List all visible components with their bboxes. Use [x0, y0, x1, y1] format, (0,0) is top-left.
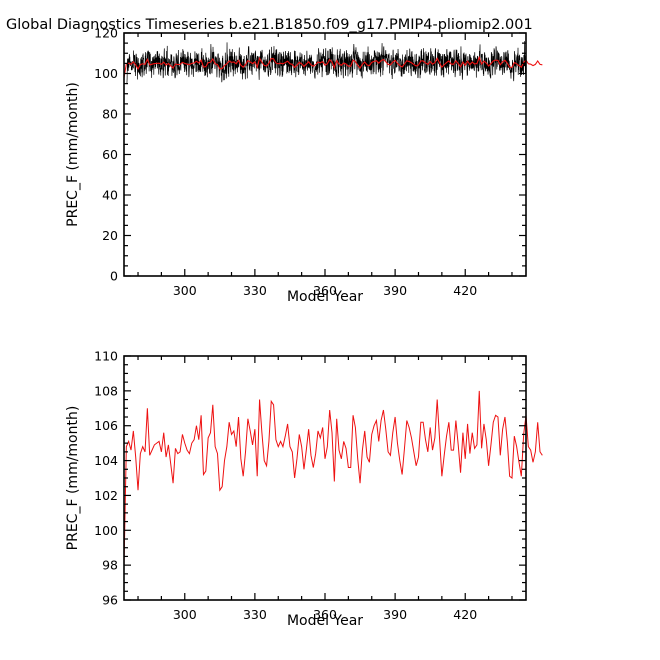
y-tick-label: 0: [110, 269, 118, 284]
bottom-plot-frame: [123, 355, 527, 601]
y-tick-label: 96: [102, 593, 118, 608]
y-tick-label: 120: [94, 26, 118, 41]
bottom-x-axis-label: Model Year: [287, 613, 363, 629]
bottom-y-ticks: 96 98 100 102 104 106 108 110: [94, 349, 526, 608]
x-tick-label: 300: [173, 283, 197, 298]
x-tick-label: 360: [313, 607, 337, 622]
monthly-mean-line: [124, 41, 527, 84]
y-tick-label: 100: [94, 66, 118, 81]
bottom-y-axis-label: PREC_F (mm/month): [65, 406, 81, 551]
x-tick-label: 390: [383, 283, 407, 298]
figure-title: Global Diagnostics Timeseries b.e21.B185…: [6, 17, 533, 33]
top-annual-mean-line: [123, 55, 543, 78]
bottom-x-ticks: 300 330 360 390 420: [137, 356, 513, 622]
top-plot-frame: [123, 32, 527, 277]
y-tick-label: 110: [94, 349, 118, 364]
top-x-ticks: 300 330 360 390 420: [137, 33, 513, 298]
x-tick-label: 420: [453, 283, 477, 298]
x-tick-label: 330: [243, 283, 267, 298]
y-tick-label: 20: [102, 228, 118, 243]
bottom-plot-lines: [123, 390, 543, 567]
y-tick-label: 60: [102, 147, 118, 162]
y-tick-label: 40: [102, 188, 118, 203]
x-tick-label: 360: [313, 283, 337, 298]
y-tick-label: 100: [94, 523, 118, 538]
y-tick-label: 104: [94, 453, 118, 468]
x-tick-label: 300: [173, 607, 197, 622]
top-plot-lines: [123, 41, 543, 84]
x-tick-label: 390: [383, 607, 407, 622]
top-y-axis-label: PREC_F (mm/month): [65, 82, 81, 227]
x-tick-label: 330: [243, 607, 267, 622]
bottom-panel: 96 98 100 102 104 106 108 110 300 330 360 390 420 M…: [65, 349, 543, 629]
y-tick-label: 80: [102, 107, 118, 122]
x-tick-label: 420: [453, 607, 477, 622]
y-tick-label: 98: [102, 558, 118, 573]
annual-mean-line: [123, 390, 543, 567]
top-panel: 0 20 40 60 80 100 120 300 330 360 390 420 Model Ye…: [65, 26, 543, 305]
y-tick-label: 106: [94, 418, 118, 433]
top-x-axis-label: Model Year: [287, 289, 363, 305]
y-tick-label: 102: [94, 488, 118, 503]
y-tick-label: 108: [94, 383, 118, 398]
